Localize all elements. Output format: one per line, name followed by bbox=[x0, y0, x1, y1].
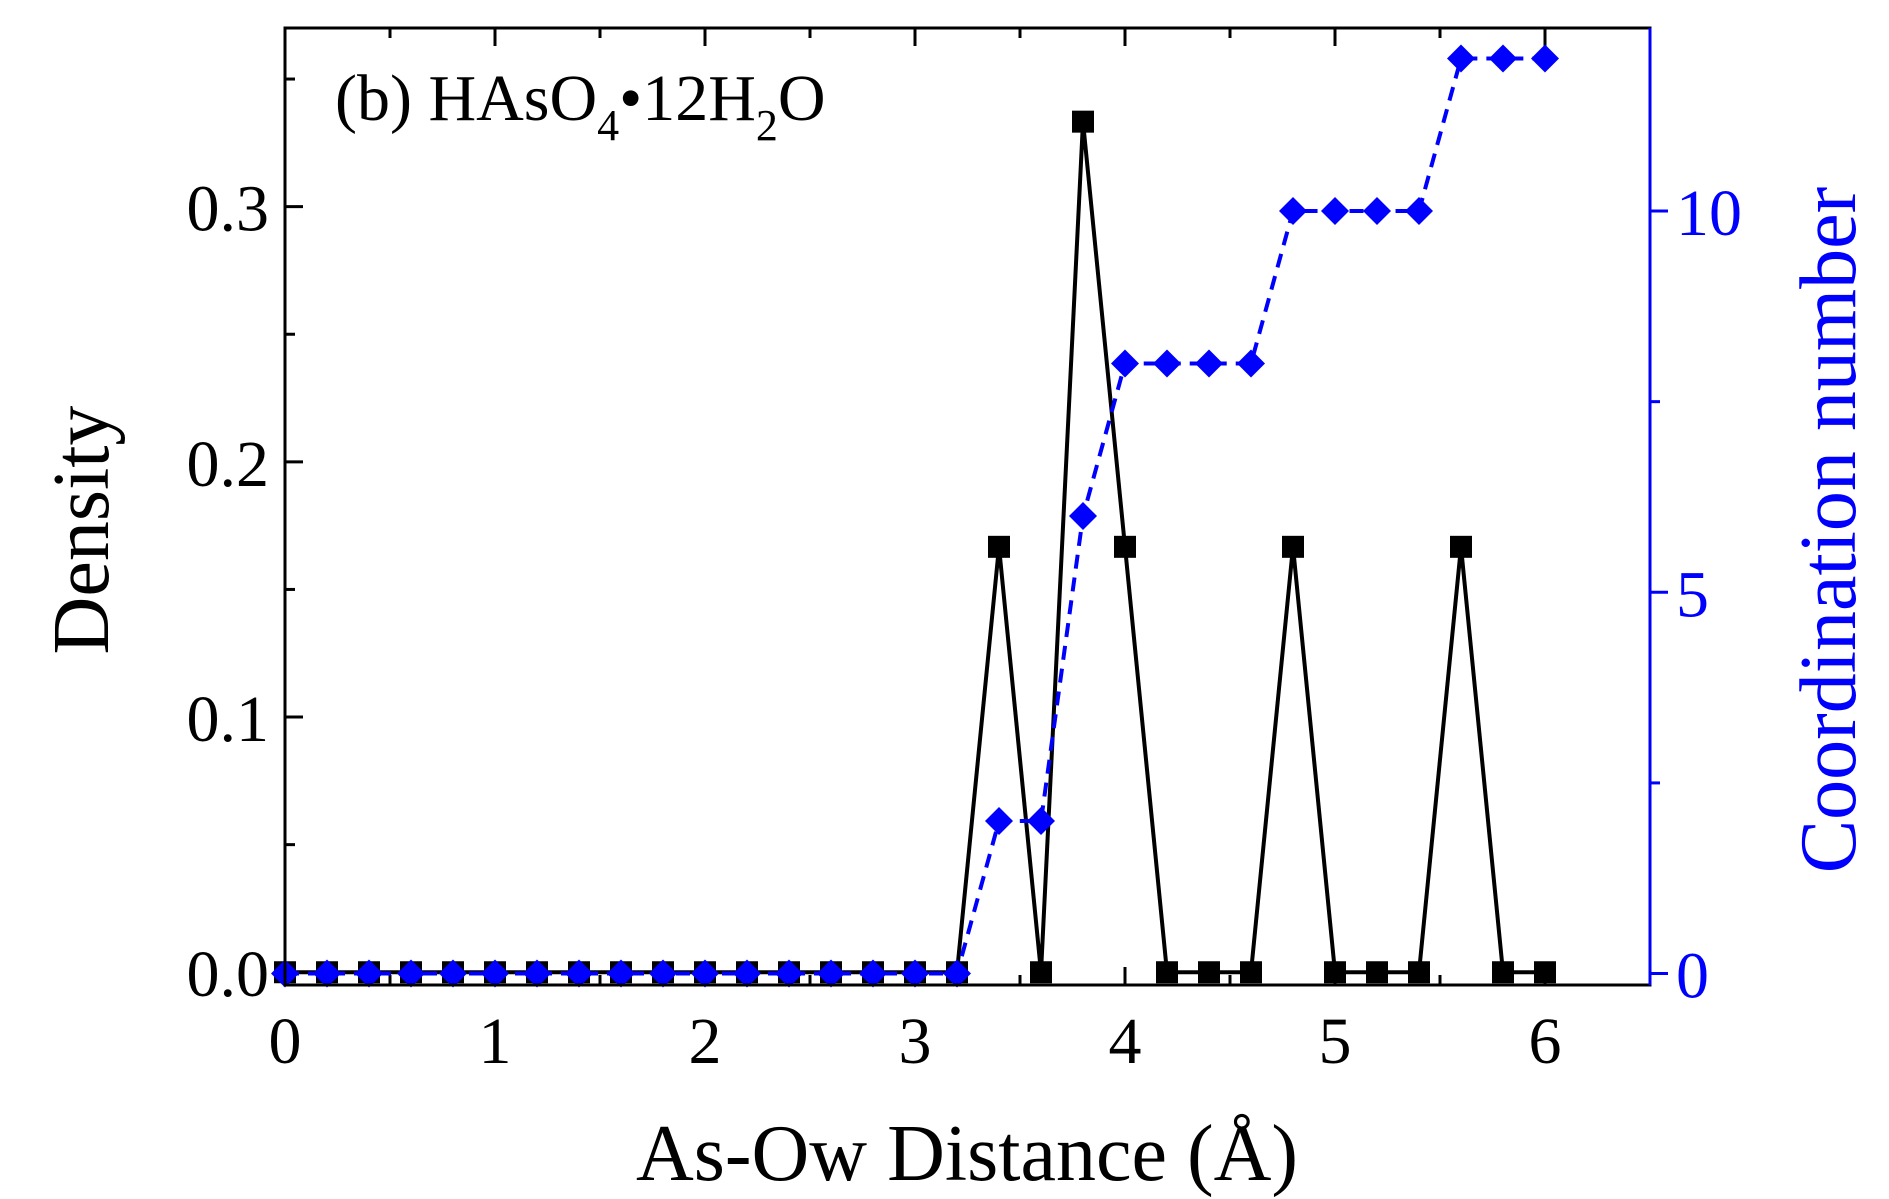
x-tick-label: 5 bbox=[1319, 1005, 1352, 1078]
coordination-point bbox=[355, 959, 383, 988]
panel-title-sub2: 2 bbox=[756, 101, 778, 150]
density-point bbox=[1408, 961, 1430, 984]
coordination-point bbox=[1363, 197, 1391, 226]
density-point bbox=[1240, 961, 1262, 984]
coordination-point bbox=[1405, 197, 1433, 226]
coordination-point bbox=[1321, 197, 1349, 226]
coordination-point bbox=[439, 959, 467, 988]
panel-title-middle: 12H bbox=[642, 62, 756, 135]
coordination-point bbox=[1489, 44, 1517, 73]
y-right-tick-label: 0 bbox=[1676, 940, 1709, 1013]
series-layer bbox=[271, 44, 1559, 988]
panel-title-bullet: • bbox=[619, 62, 642, 135]
panel-title-suffix: O bbox=[778, 62, 826, 135]
density-point bbox=[1030, 961, 1052, 984]
y-right-tick-label: 10 bbox=[1676, 177, 1742, 250]
coordination-point bbox=[691, 959, 719, 988]
density-point bbox=[1450, 535, 1472, 558]
coordination-point bbox=[1153, 349, 1181, 378]
coordination-point bbox=[313, 959, 341, 988]
coordination-point bbox=[481, 959, 509, 988]
y-axis-right-label: Coordination number bbox=[1785, 187, 1873, 874]
coordination-point bbox=[1279, 197, 1307, 226]
coordination-point bbox=[607, 959, 635, 988]
coordination-point bbox=[817, 959, 845, 988]
panel-title-prefix: (b) HAsO bbox=[335, 62, 597, 135]
coordination-point bbox=[1069, 502, 1097, 531]
density-point bbox=[1492, 961, 1514, 984]
coordination-point bbox=[523, 959, 551, 988]
y-right-tick-label: 5 bbox=[1676, 558, 1709, 631]
density-point bbox=[988, 535, 1010, 558]
density-point bbox=[1198, 961, 1220, 984]
coordination-point bbox=[1447, 44, 1475, 73]
x-tick-label: 0 bbox=[269, 1005, 302, 1078]
coordination-point bbox=[565, 959, 593, 988]
coordination-point bbox=[733, 959, 761, 988]
x-tick-label: 3 bbox=[899, 1005, 932, 1078]
labels-layer: 0 1 2 3 4 5 6 0.0 0.1 0.2 0.3 0 5 10 bbox=[187, 173, 1743, 1078]
density-point bbox=[1366, 961, 1388, 984]
density-point bbox=[1534, 961, 1556, 984]
y-left-tick-label: 0.0 bbox=[187, 938, 270, 1011]
x-tick-label: 4 bbox=[1109, 1005, 1142, 1078]
y-left-tick-label: 0.1 bbox=[187, 683, 270, 756]
panel-title-sub1: 4 bbox=[597, 101, 619, 150]
coordination-point bbox=[1237, 349, 1265, 378]
coordination-point bbox=[775, 959, 803, 988]
coordination-point bbox=[649, 959, 677, 988]
x-tick-label: 6 bbox=[1529, 1005, 1562, 1078]
coordination-point bbox=[1111, 349, 1139, 378]
coordination-point bbox=[397, 959, 425, 988]
density-point bbox=[1156, 961, 1178, 984]
x-tick-label: 2 bbox=[689, 1005, 722, 1078]
coordination-point bbox=[943, 959, 971, 988]
coordination-point bbox=[1531, 44, 1559, 73]
x-tick-label: 1 bbox=[479, 1005, 512, 1078]
coordination-point bbox=[985, 807, 1013, 836]
y-axis-left-label: Density bbox=[38, 406, 126, 655]
density-point bbox=[1324, 961, 1346, 984]
density-point bbox=[1282, 535, 1304, 558]
panel-title: (b) HAsO4•12H2O bbox=[335, 62, 826, 150]
x-axis-label: As-Ow Distance (Å) bbox=[636, 1110, 1298, 1198]
coordination-point bbox=[901, 959, 929, 988]
coordination-point bbox=[859, 959, 887, 988]
density-point bbox=[1072, 110, 1094, 133]
coordination-point bbox=[1027, 807, 1055, 836]
y-left-tick-label: 0.3 bbox=[187, 173, 270, 246]
density-point bbox=[1114, 535, 1136, 558]
coordination-point bbox=[1195, 349, 1223, 378]
y-left-tick-label: 0.2 bbox=[187, 428, 270, 501]
